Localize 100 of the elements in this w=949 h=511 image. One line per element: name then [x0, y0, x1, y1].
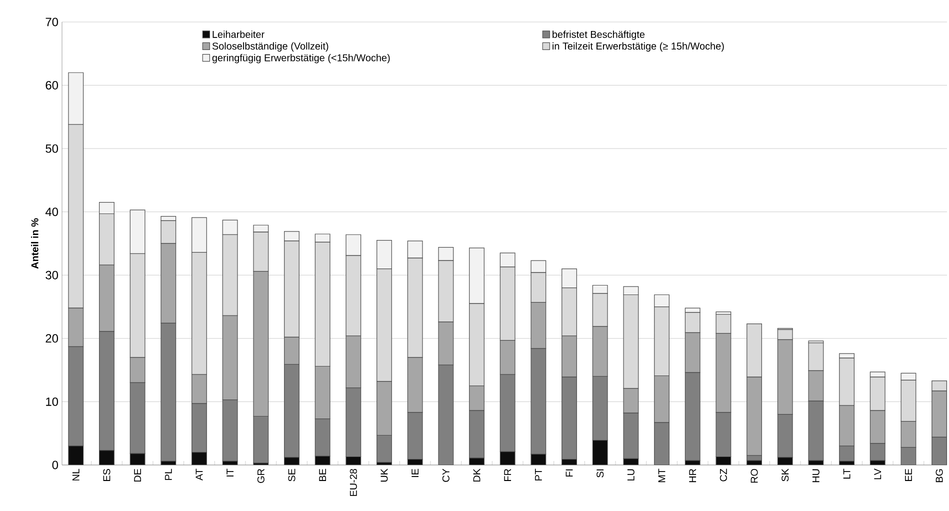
bar [716, 314, 732, 334]
bar [130, 357, 146, 384]
bar [376, 268, 392, 382]
bar [253, 232, 269, 272]
bar [592, 376, 608, 441]
x-tick-label: HR [689, 468, 696, 482]
bar [777, 339, 793, 415]
bar [530, 348, 546, 455]
bar [407, 240, 423, 258]
x-tick-label: DE [134, 468, 141, 482]
x-tick-label: IT [226, 468, 234, 476]
bar [222, 400, 238, 462]
bar [222, 315, 238, 400]
bar [530, 272, 546, 303]
bar [716, 333, 732, 413]
x-tick-label: NL [72, 468, 80, 480]
x-tick-label: LT [843, 468, 850, 479]
bar [407, 258, 423, 358]
bar [314, 242, 330, 367]
bar [500, 266, 516, 341]
bar [68, 308, 84, 347]
bar [314, 234, 330, 243]
bar [716, 412, 732, 458]
bar [808, 370, 824, 402]
bar [130, 210, 146, 254]
bar [839, 446, 854, 462]
bar [684, 372, 700, 461]
bar [654, 375, 670, 423]
bar [99, 331, 114, 451]
x-tick-label: IE [412, 468, 419, 477]
bar [376, 381, 392, 436]
bar [684, 312, 700, 334]
y-axis-title: Anteil in % [31, 218, 38, 269]
x-tick-label: FI [566, 469, 573, 477]
bar [562, 376, 577, 460]
bar [469, 248, 484, 304]
y-tick-label: 60 [46, 81, 58, 90]
bar [253, 224, 269, 232]
x-tick-label: ES [103, 468, 110, 481]
bar [407, 357, 423, 413]
bar [314, 418, 330, 456]
bar [68, 346, 84, 446]
bar [746, 324, 762, 378]
x-tick-label: DK [473, 468, 480, 482]
bar [469, 303, 484, 386]
bar [500, 340, 516, 375]
x-tick-label: LU [627, 469, 634, 480]
bar [192, 403, 207, 453]
x-tick-label: CY [442, 468, 450, 482]
bar [777, 414, 793, 458]
y-tick-label: 0 [52, 460, 58, 470]
bar [900, 372, 916, 380]
bar [284, 336, 300, 365]
bar [592, 284, 608, 294]
bar [376, 240, 392, 270]
bar [438, 322, 454, 366]
bar [284, 231, 300, 242]
bar [346, 234, 362, 256]
bar [932, 390, 948, 438]
legend-label: Leiharbeiter [212, 30, 264, 38]
x-tick-label: LV [874, 468, 882, 480]
x-tick-label: EU-28 [350, 468, 357, 496]
y-tick-label: 20 [46, 334, 58, 343]
bar [284, 240, 300, 338]
x-tick-label: GR [257, 468, 264, 483]
bar [99, 264, 114, 332]
bar [284, 364, 300, 458]
x-tick-label: SE [288, 468, 296, 482]
bar [746, 376, 762, 456]
x-tick-label: HU [812, 469, 820, 482]
bar [253, 271, 269, 417]
bar [469, 386, 484, 411]
bar [130, 253, 146, 358]
bar [314, 366, 330, 420]
bar [808, 400, 824, 461]
bar [160, 243, 176, 324]
y-tick-label: 10 [46, 397, 58, 406]
legend-label: in Teilzeit Erwerbstätige (≥ 15h/Woche) [552, 42, 724, 52]
bar [160, 322, 176, 462]
legend-label: Soloselbständige (Vollzeit) [212, 42, 328, 52]
bar [623, 412, 639, 459]
bar [808, 342, 824, 371]
bar [160, 216, 176, 222]
bar [99, 202, 114, 214]
x-tick-label: PL [164, 468, 172, 480]
bar [870, 376, 886, 411]
bar [160, 220, 176, 244]
x-tick-label: UK [380, 468, 388, 482]
legend-label: geringfügig Erwerbstätige (<15h/Woche) [212, 54, 390, 64]
bar [438, 260, 454, 322]
bar [870, 410, 886, 444]
bar [253, 416, 269, 464]
bar [438, 246, 454, 261]
x-tick-label: CZ [720, 468, 727, 482]
bar [562, 336, 577, 378]
bar [900, 380, 916, 422]
y-tick-label: 40 [45, 208, 58, 216]
bar [654, 306, 670, 376]
bar [346, 336, 362, 388]
x-tick-label: BE [319, 468, 326, 481]
